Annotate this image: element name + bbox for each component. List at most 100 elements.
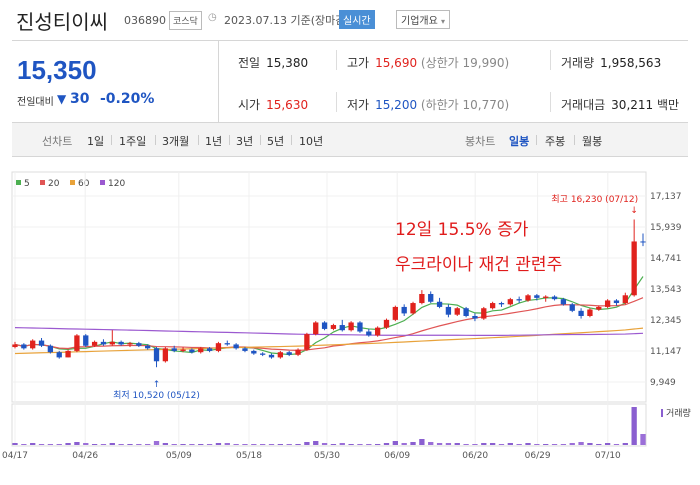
- candle: [392, 306, 398, 320]
- high-price: 고가 15,690 (상한가 19,990): [347, 54, 509, 71]
- divider: [550, 50, 551, 70]
- candle: [74, 335, 80, 351]
- volume-bar: [100, 444, 107, 445]
- candle: [47, 345, 54, 353]
- down-arrow-icon: ▼: [57, 92, 67, 106]
- volume-bar: [392, 441, 398, 445]
- legend-label-ma20: 20: [48, 179, 60, 189]
- tab-10year[interactable]: 10년: [299, 135, 324, 148]
- high-value: 15,690: [375, 56, 418, 70]
- x-tick-label: 05/09: [166, 451, 192, 461]
- candle: [91, 341, 98, 346]
- candle: [30, 340, 36, 349]
- clock-icon: ◷: [208, 12, 217, 23]
- trade-amount: 거래대금 30,211 백만: [561, 96, 679, 113]
- amount-label: 거래대금: [561, 98, 606, 112]
- volume-bar: [313, 441, 319, 445]
- legend-swatch-ma120: [100, 180, 105, 185]
- volume-bar: [74, 442, 80, 445]
- candle: [543, 296, 549, 298]
- volume-bar: [339, 443, 345, 445]
- tab-1year[interactable]: 1년: [205, 135, 223, 148]
- candle: [295, 349, 301, 355]
- ma120-line: [14, 327, 644, 337]
- candle: [268, 354, 275, 358]
- candle: [613, 300, 620, 304]
- legend-swatch-ma20: [40, 180, 45, 185]
- tab-daily[interactable]: 일봉: [509, 135, 530, 148]
- candle: [622, 295, 628, 304]
- y-tick-label: 14,741: [650, 254, 682, 264]
- volume-bar: [268, 444, 275, 445]
- tab-5year[interactable]: 5년: [267, 135, 285, 148]
- tab-monthly[interactable]: 월봉: [582, 135, 603, 148]
- company-overview-dropdown[interactable]: 기업개요 ▾: [396, 10, 451, 29]
- change-value: 30: [70, 91, 90, 107]
- candle: [180, 349, 186, 351]
- volume-bar: [118, 444, 124, 445]
- tab-3year[interactable]: 3년: [236, 135, 254, 148]
- volume-bar: [472, 444, 478, 445]
- upper-limit: (상한가 19,990): [420, 56, 510, 70]
- prev-close: 전일 15,380: [238, 54, 308, 71]
- divider: [260, 135, 261, 145]
- volume-bar: [419, 439, 425, 445]
- candle: [454, 308, 460, 315]
- volume-bar: [330, 444, 337, 445]
- volume-bar: [481, 443, 487, 445]
- chart-frame: [11, 171, 647, 403]
- volume-bar: [304, 442, 310, 445]
- current-price: 15,350: [17, 55, 97, 85]
- y-tick-label: 13,543: [650, 285, 682, 295]
- volume-bar: [30, 443, 36, 445]
- volume-frame: [11, 403, 647, 447]
- volume-bar: [83, 443, 89, 445]
- volume-bar: [21, 444, 27, 445]
- prev-close-label: 전일: [238, 56, 261, 70]
- volume-bar: [357, 444, 363, 445]
- volume-bar: [631, 407, 637, 445]
- x-tick-label: 06/20: [462, 451, 488, 461]
- candle: [127, 343, 133, 345]
- volume-bar: [498, 444, 505, 445]
- candle: [233, 344, 239, 349]
- volume-bar: [233, 444, 239, 445]
- volume-bar: [551, 444, 558, 445]
- volume-bar: [383, 443, 390, 445]
- candle: [401, 306, 407, 314]
- ma20-line: [14, 297, 644, 352]
- volume-bar: [587, 443, 593, 445]
- stock-code: 036890: [124, 14, 166, 27]
- candle: [604, 300, 611, 307]
- high-marker-label: 최고 16,230 (07/12): [551, 194, 638, 205]
- volume-bar: [543, 444, 549, 445]
- candle: [436, 301, 443, 307]
- divider: [12, 122, 688, 123]
- candle: [481, 308, 487, 319]
- line-chart-label: 선차트: [42, 135, 73, 148]
- candle: [330, 325, 337, 329]
- divider: [155, 135, 156, 145]
- volume-bar: [366, 444, 372, 445]
- legend-swatch-ma60: [70, 180, 75, 185]
- y-tick-label: 9,949: [650, 378, 676, 388]
- volume-bar: [127, 444, 133, 445]
- volume-label: 거래량: [666, 407, 691, 419]
- tab-3month[interactable]: 3개월: [162, 135, 190, 148]
- x-tick-label: 07/10: [595, 451, 621, 461]
- tab-weekly[interactable]: 주봉: [545, 135, 566, 148]
- chevron-down-icon: ▾: [441, 17, 446, 26]
- divider: [574, 135, 575, 145]
- low-label: 저가: [347, 98, 370, 112]
- company-overview-label: 기업개요: [401, 16, 438, 27]
- tab-1week[interactable]: 1주일: [119, 135, 147, 148]
- volume-bar: [56, 444, 62, 445]
- change-label: 전일대비: [17, 97, 54, 108]
- candle: [419, 293, 425, 304]
- volume-bar: [374, 444, 381, 445]
- ma5-line: [14, 276, 644, 356]
- stock-name: 진성티이씨: [16, 10, 108, 34]
- realtime-button[interactable]: 실시간: [339, 10, 375, 29]
- lower-limit: (하한가 10,770): [420, 98, 510, 112]
- tab-1day[interactable]: 1일: [87, 135, 105, 148]
